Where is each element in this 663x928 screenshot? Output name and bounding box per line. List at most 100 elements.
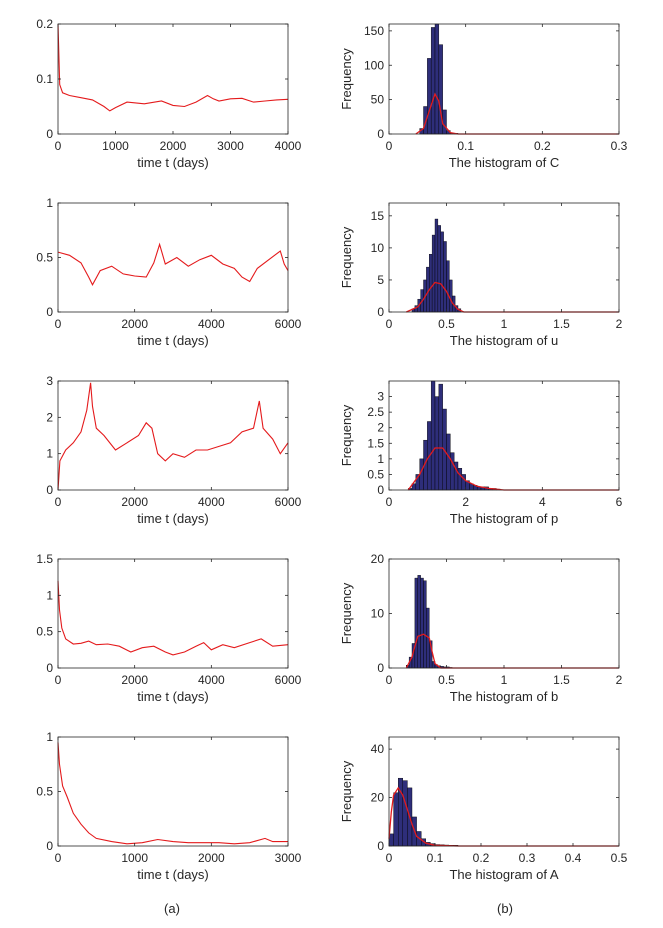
x-tick-label: 1000: [102, 139, 129, 153]
x-axis-label: The histogram of p: [450, 511, 558, 526]
y-tick-label: 0.5: [367, 467, 384, 481]
y-tick-label: 2: [46, 410, 53, 424]
density-curve: [407, 447, 619, 491]
histogram-bar: [427, 58, 432, 135]
y-tick-label: 0.5: [36, 251, 53, 265]
y-tick-label: 20: [371, 552, 385, 566]
density-curve: [406, 281, 619, 313]
y-tick-label: 1: [46, 196, 53, 210]
y-tick-label: 0: [46, 127, 53, 141]
x-tick-label: 0: [55, 495, 62, 509]
histogram-bar: [450, 452, 455, 491]
y-axis-label: Frequency: [339, 226, 354, 288]
y-tick-label: 10: [371, 241, 385, 255]
x-tick-label: 2000: [198, 851, 225, 865]
histogram-bar: [429, 254, 433, 313]
x-tick-label: 6000: [275, 495, 302, 509]
axes-box: [388, 736, 620, 847]
x-tick-label: 0: [386, 673, 393, 687]
axes-box: [388, 380, 620, 491]
x-tick-label: 4000: [275, 139, 302, 153]
density-curve: [415, 92, 619, 135]
y-tick-label: 2: [377, 421, 384, 435]
axes-box: [57, 380, 289, 491]
histogram-bar: [440, 231, 444, 313]
x-tick-label: 2000: [121, 317, 148, 331]
histogram-bar: [434, 396, 440, 491]
y-tick-label: 10: [371, 607, 385, 621]
y-tick-label: 50: [371, 93, 385, 107]
x-tick-label: 0.2: [473, 851, 490, 865]
x-tick-label: 0: [386, 495, 393, 509]
y-tick-label: 1.5: [367, 436, 384, 450]
histogram-bar: [457, 468, 463, 491]
x-tick-label: 0.3: [611, 139, 628, 153]
series-line: [57, 242, 289, 286]
panel-hist-A: 0 0.1 0.2 0.3 0.4 0.5 0 20 40 The histogram of A F…: [339, 736, 628, 882]
histogram-bar: [402, 780, 408, 847]
x-tick-label: 4000: [198, 495, 225, 509]
histogram-bar: [423, 580, 427, 669]
histogram-bar: [417, 575, 421, 669]
axes-box: [57, 736, 289, 847]
x-axis-label: time t (days): [137, 333, 209, 348]
x-tick-label: 3000: [275, 851, 302, 865]
y-tick-label: 15: [371, 209, 385, 223]
x-tick-label: 0: [55, 317, 62, 331]
x-tick-label: 2: [462, 495, 469, 509]
y-tick-label: 5: [377, 273, 384, 287]
y-tick-label: 0: [377, 305, 384, 319]
y-tick-label: 0.1: [36, 72, 53, 86]
x-tick-label: 0.2: [534, 139, 551, 153]
x-axis-label: time t (days): [137, 689, 209, 704]
axes-box: [57, 202, 289, 313]
y-tick-label: 1.5: [36, 552, 53, 566]
y-tick-label: 150: [364, 24, 384, 38]
y-tick-label: 20: [371, 791, 385, 805]
y-tick-label: 100: [364, 58, 384, 72]
x-axis-label: The histogram of b: [450, 689, 558, 704]
y-tick-label: 0: [377, 661, 384, 675]
y-tick-label: 0.5: [36, 625, 53, 639]
caption-a: (a): [164, 901, 180, 916]
y-tick-label: 0: [46, 305, 53, 319]
panel-ts-u: 0 2000 4000 6000 0 0.5 1 time t (days): [36, 196, 301, 348]
x-tick-label: 0: [386, 851, 393, 865]
x-tick-label: 1: [501, 673, 508, 687]
histogram-bar: [431, 234, 436, 313]
panel-ts-A: 0 1000 2000 3000 0 0.5 1 time t (days): [36, 730, 301, 882]
x-tick-label: 1.5: [553, 673, 570, 687]
histogram-bar: [434, 23, 440, 135]
y-tick-label: 2.5: [367, 405, 384, 419]
y-axis-label: Frequency: [339, 404, 354, 466]
x-axis-label: The histogram of u: [450, 333, 558, 348]
x-axis-label: The histogram of C: [449, 155, 560, 170]
x-tick-label: 2000: [121, 673, 148, 687]
x-tick-label: 4: [539, 495, 546, 509]
panel-hist-u: 0 0.5 1 1.5 2 0 5 10 15 The histogram of u Frequen…: [339, 202, 623, 348]
y-tick-label: 40: [371, 742, 385, 756]
x-tick-label: 4000: [198, 673, 225, 687]
x-tick-label: 0.4: [565, 851, 582, 865]
x-axis-label: time t (days): [137, 867, 209, 882]
histogram-bar: [420, 577, 424, 669]
y-tick-label: 0.5: [36, 785, 53, 799]
axes-box: [57, 558, 289, 669]
x-axis-label: time t (days): [137, 155, 209, 170]
series-line: [57, 382, 289, 491]
y-tick-label: 0: [46, 839, 53, 853]
histogram-bar: [449, 279, 453, 313]
axes-box: [57, 23, 289, 135]
x-tick-label: 0.5: [438, 673, 455, 687]
y-axis-label: Frequency: [339, 582, 354, 644]
histogram-bar: [430, 27, 436, 135]
histogram-bar: [442, 109, 447, 135]
y-tick-label: 3: [377, 390, 384, 404]
y-tick-label: 0: [46, 661, 53, 675]
y-tick-label: 0: [377, 127, 384, 141]
y-axis-label: Frequency: [339, 48, 354, 110]
x-tick-label: 6000: [275, 317, 302, 331]
